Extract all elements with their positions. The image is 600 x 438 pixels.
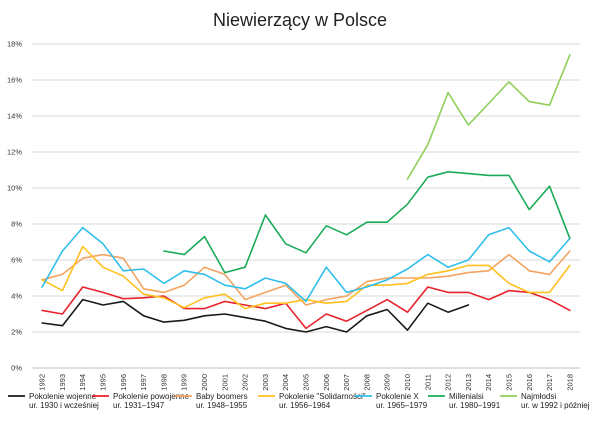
y-tick-label: 0% — [11, 364, 22, 373]
x-tick-label: 2008 — [362, 374, 371, 391]
y-tick-label: 4% — [11, 292, 22, 301]
x-tick-label: 2004 — [281, 374, 290, 391]
x-tick-label: 2005 — [302, 374, 311, 391]
series-line-2 — [41, 286, 571, 330]
legend-label: Pokolenie X — [376, 392, 419, 401]
x-tick-label: 1994 — [78, 374, 87, 391]
series-line-6 — [163, 171, 571, 274]
y-tick-label: 2% — [11, 328, 22, 337]
x-tick-label: 2007 — [342, 374, 351, 391]
x-tick-label: 2010 — [403, 374, 412, 391]
legend-label: Pokolenie "Solidarności" — [279, 392, 366, 401]
x-tick-label: 1993 — [58, 374, 67, 391]
legend-label: ur. 1956–1964 — [279, 401, 331, 410]
x-tick-label: 2009 — [383, 374, 392, 391]
legend-item: Pokolenie "Solidarności"ur. 1956–1964 — [258, 392, 366, 410]
x-tick-label: 2002 — [241, 374, 250, 391]
x-tick-label: 2000 — [200, 374, 209, 391]
y-tick-label: 16% — [7, 76, 22, 85]
x-tick-label: 1998 — [159, 374, 168, 391]
series-line-3 — [41, 250, 571, 306]
x-tick-label: 1995 — [99, 374, 108, 391]
x-tick-label: 2013 — [464, 374, 473, 391]
legend-label: ur. 1965–1979 — [376, 401, 428, 410]
legend-label: Baby boomers — [196, 392, 248, 401]
x-tick-label: 2012 — [444, 374, 453, 391]
chart-title: Niewierzący w Polsce — [213, 10, 387, 30]
legend-label: Millenialsi — [449, 392, 484, 401]
grid-layer — [32, 43, 580, 369]
x-tick-label: 2017 — [545, 374, 554, 391]
legend-item: Pokolenie Xur. 1965–1979 — [355, 392, 428, 410]
y-tick-label: 14% — [7, 112, 22, 121]
y-tick-label: 18% — [7, 40, 22, 49]
x-tick-label: 2011 — [423, 374, 432, 390]
y-axis-ticks: 0% 2% 4% 6% 8% 10% 12% 14% 16% 18% — [7, 40, 22, 373]
legend-label: ur. w 1992 i później — [521, 401, 590, 410]
x-tick-label: 1996 — [119, 374, 128, 391]
x-tick-label: 2018 — [565, 374, 574, 391]
legend-label: Najmłodsi — [521, 392, 556, 401]
x-tick-label: 2003 — [261, 374, 270, 391]
legend-label: ur. 1948–1955 — [196, 401, 248, 410]
series-line-1 — [41, 298, 470, 333]
x-tick-label: 2015 — [504, 374, 513, 391]
legend-label: Pokolenie powojenne — [113, 392, 190, 401]
y-tick-label: 10% — [7, 184, 22, 193]
series-line-7 — [406, 54, 571, 180]
x-tick-label: 2006 — [322, 374, 331, 391]
legend-label: ur. 1931–1947 — [113, 401, 165, 410]
x-tick-label: 2001 — [220, 374, 229, 391]
x-axis-ticks: 1992 1993 1994 1995 1996 1997 1998 1999 2000 2001… — [38, 374, 575, 391]
y-tick-label: 12% — [7, 148, 22, 157]
legend-label: ur. 1980–1991 — [449, 401, 501, 410]
x-tick-label: 2016 — [525, 374, 534, 391]
series-line-4 — [41, 245, 571, 310]
x-tick-label: 1997 — [139, 374, 148, 391]
y-tick-label: 8% — [11, 220, 22, 229]
x-tick-label: 2014 — [484, 374, 493, 391]
series-line-5 — [41, 226, 571, 303]
x-tick-label: 1992 — [38, 374, 47, 391]
x-tick-label: 1999 — [180, 374, 189, 391]
y-tick-label: 6% — [11, 256, 22, 265]
legend-label: Pokolenie wojenne — [29, 392, 97, 401]
legend-label: ur. 1930 i wcześniej — [29, 401, 99, 410]
series-lines — [41, 54, 571, 333]
